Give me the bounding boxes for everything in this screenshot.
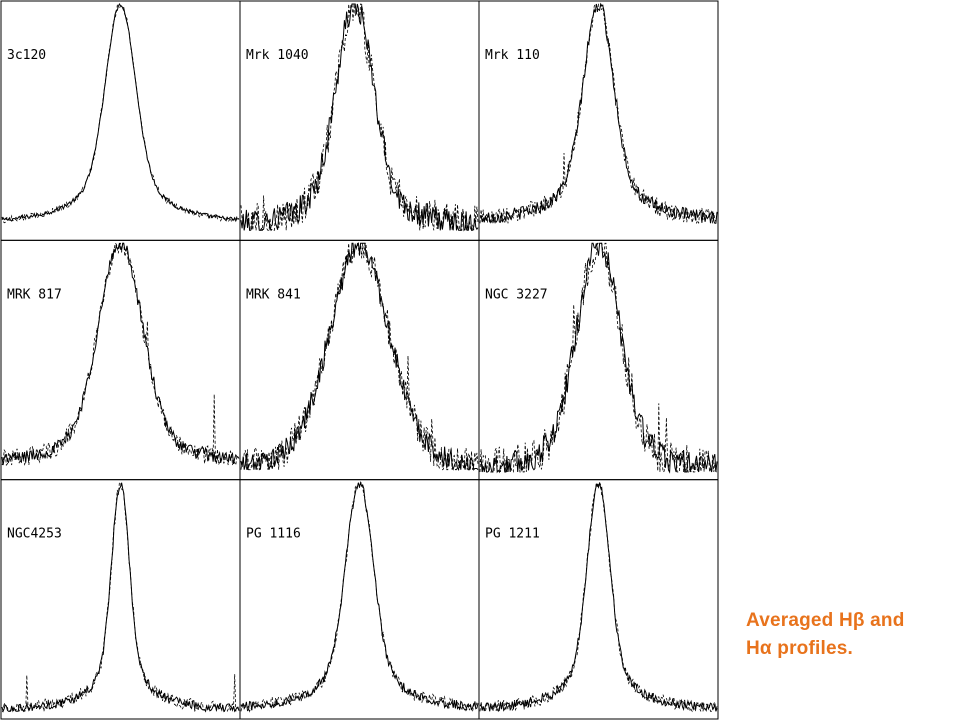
panel-frame xyxy=(0,0,241,241)
profile-line-dashed xyxy=(240,3,479,232)
panel-mrk-110: Mrk 110 xyxy=(478,0,719,241)
panel-pg-1116: PG 1116 xyxy=(239,479,480,720)
panel-frame xyxy=(478,479,719,720)
panel-mrk-817: MRK 817 xyxy=(0,239,241,481)
profile-line-solid xyxy=(1,2,240,223)
profile-line-dashed xyxy=(240,482,479,713)
panel-frame xyxy=(478,239,719,481)
panel-frame xyxy=(239,239,480,481)
panel-label: MRK 841 xyxy=(246,287,301,302)
panel-label: NGC4253 xyxy=(7,527,62,542)
profile-line-solid xyxy=(240,242,479,472)
panel-label: Mrk 110 xyxy=(485,48,540,63)
panel-frame xyxy=(0,239,241,481)
profile-line-dashed xyxy=(479,482,718,713)
panel-label: MRK 817 xyxy=(7,287,62,302)
profile-line-solid xyxy=(479,242,718,474)
panel-frame xyxy=(239,0,480,241)
profile-line-solid xyxy=(240,480,479,712)
profile-line-dashed xyxy=(1,4,240,224)
panel-label: Mrk 1040 xyxy=(246,48,309,63)
profile-line-solid xyxy=(240,3,479,232)
caption-line-2: Hα profiles. xyxy=(746,638,853,659)
panel-mrk-1040: Mrk 1040 xyxy=(239,0,480,241)
panel-ngc-3227: NGC 3227 xyxy=(478,239,719,481)
profile-line-solid xyxy=(1,482,240,713)
panel-frame xyxy=(239,479,480,720)
panel-frame xyxy=(478,0,719,241)
panel-frame xyxy=(0,479,241,720)
panel-label: 3c120 xyxy=(7,48,46,63)
profile-line-solid xyxy=(479,482,718,713)
profile-line-dashed xyxy=(479,3,718,224)
profile-line-dashed xyxy=(479,242,717,474)
profile-line-dashed xyxy=(2,482,240,713)
profile-line-solid xyxy=(479,2,718,224)
panel-ngc4253: NGC4253 xyxy=(0,479,241,720)
figure-caption: Averaged Hβ and Hα profiles. xyxy=(746,607,956,663)
panel-pg-1211: PG 1211 xyxy=(478,479,719,720)
profile-line-dashed xyxy=(240,242,479,471)
panel-label: PG 1116 xyxy=(246,527,301,542)
profile-line-solid xyxy=(1,242,240,466)
caption-line-1: Averaged Hβ and xyxy=(746,610,905,631)
panel-3c120: 3c120 xyxy=(0,0,241,241)
profile-line-dashed xyxy=(1,242,240,467)
panel-label: PG 1211 xyxy=(485,527,540,542)
panel-mrk-841: MRK 841 xyxy=(239,239,480,481)
panel-label: NGC 3227 xyxy=(485,287,548,302)
